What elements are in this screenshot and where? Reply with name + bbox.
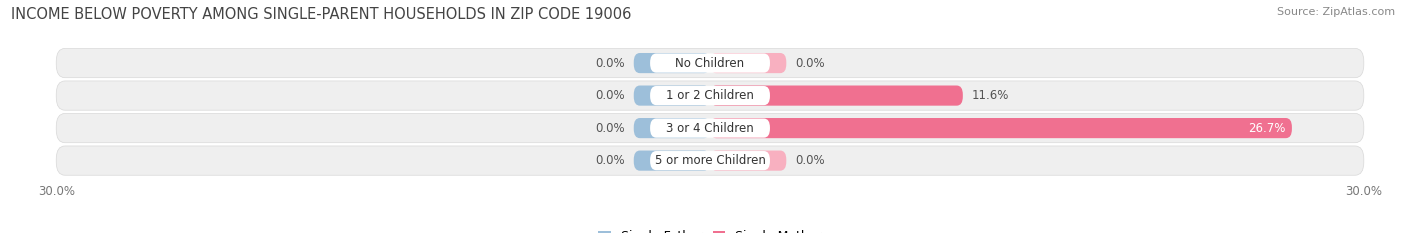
FancyBboxPatch shape [634,118,710,138]
Text: No Children: No Children [675,57,745,70]
FancyBboxPatch shape [634,53,710,73]
Text: INCOME BELOW POVERTY AMONG SINGLE-PARENT HOUSEHOLDS IN ZIP CODE 19006: INCOME BELOW POVERTY AMONG SINGLE-PARENT… [11,7,631,22]
FancyBboxPatch shape [650,54,770,73]
FancyBboxPatch shape [56,48,1364,78]
Text: 11.6%: 11.6% [972,89,1010,102]
Text: 0.0%: 0.0% [794,154,825,167]
Text: 0.0%: 0.0% [794,57,825,70]
FancyBboxPatch shape [650,151,770,170]
FancyBboxPatch shape [56,81,1364,110]
Text: 0.0%: 0.0% [595,57,626,70]
Text: 26.7%: 26.7% [1249,122,1285,135]
Text: Source: ZipAtlas.com: Source: ZipAtlas.com [1277,7,1395,17]
FancyBboxPatch shape [650,119,770,138]
FancyBboxPatch shape [634,86,710,106]
Text: 0.0%: 0.0% [595,122,626,135]
FancyBboxPatch shape [650,86,770,105]
FancyBboxPatch shape [710,151,786,171]
Text: 5 or more Children: 5 or more Children [655,154,765,167]
Legend: Single Father, Single Mother: Single Father, Single Mother [593,225,827,233]
FancyBboxPatch shape [56,113,1364,143]
Text: 0.0%: 0.0% [595,154,626,167]
Text: 1 or 2 Children: 1 or 2 Children [666,89,754,102]
Text: 3 or 4 Children: 3 or 4 Children [666,122,754,135]
FancyBboxPatch shape [56,146,1364,175]
FancyBboxPatch shape [710,86,963,106]
FancyBboxPatch shape [710,53,786,73]
FancyBboxPatch shape [710,118,1292,138]
Text: 0.0%: 0.0% [595,89,626,102]
FancyBboxPatch shape [634,151,710,171]
